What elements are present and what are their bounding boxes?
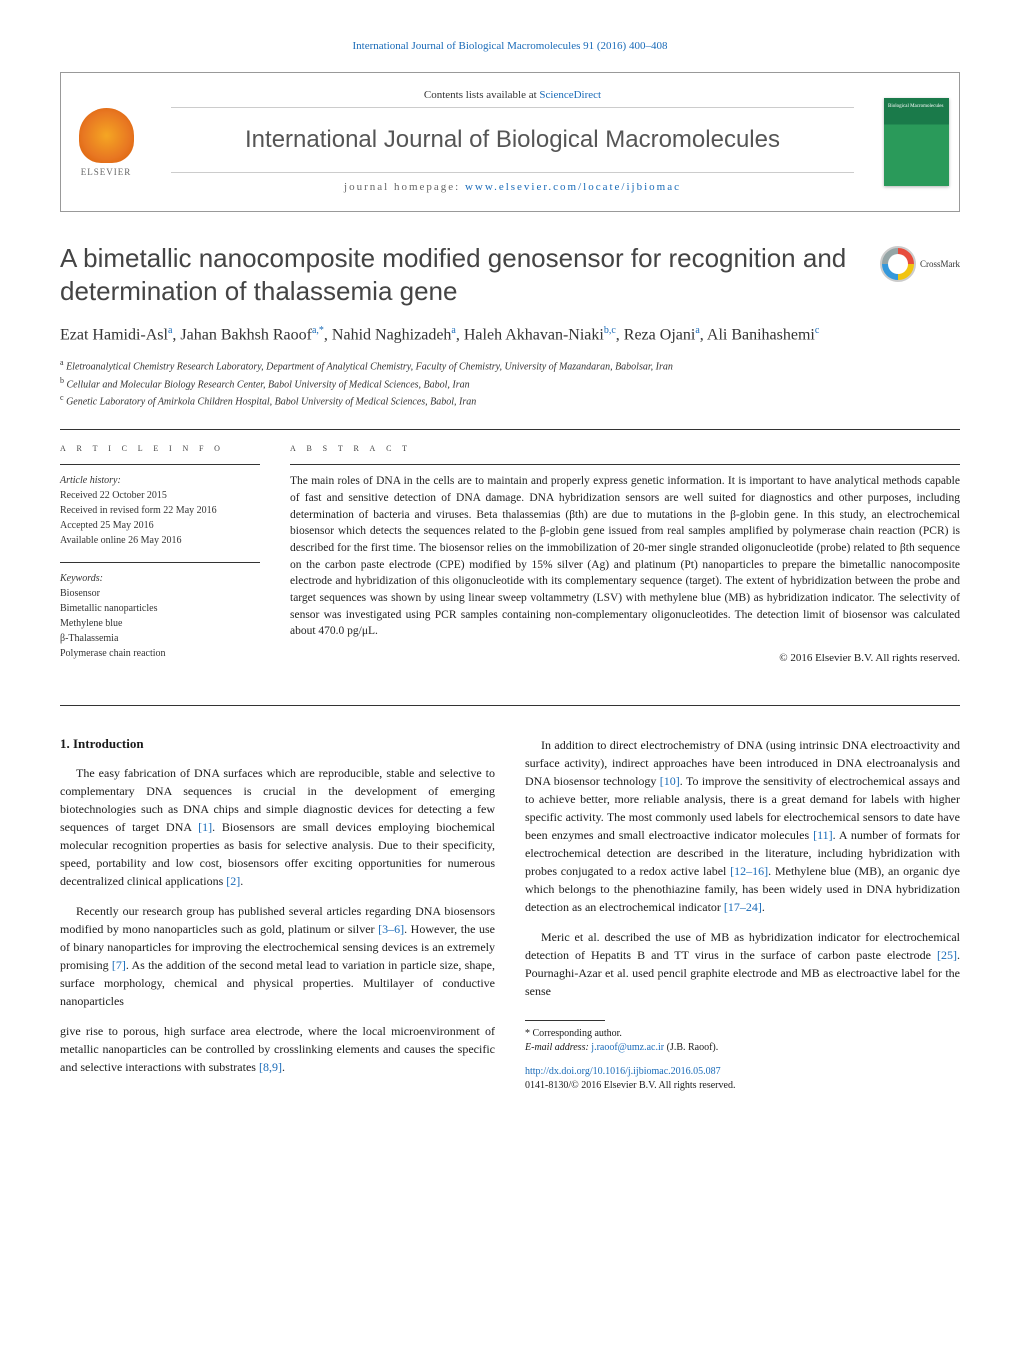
issn-copyright-line: 0141-8130/© 2016 Elsevier B.V. All right… [525, 1080, 735, 1091]
body-paragraph: In addition to direct electrochemistry o… [525, 736, 960, 916]
elsevier-logo-text: ELSEVIER [81, 167, 132, 177]
body-paragraph: Recently our research group has publishe… [60, 902, 495, 1010]
email-suffix: (J.B. Raoof). [664, 1042, 718, 1053]
sciencedirect-link[interactable]: ScienceDirect [539, 89, 601, 101]
contents-lists-line: Contents lists available at ScienceDirec… [171, 83, 854, 108]
crossmark-badge[interactable]: CrossMark [880, 246, 960, 282]
contents-prefix: Contents lists available at [424, 89, 539, 101]
homepage-prefix: journal homepage: [344, 181, 465, 193]
article-info-heading: a r t i c l e i n f o [60, 442, 260, 454]
elsevier-logo: ELSEVIER [61, 73, 151, 211]
doi-block: http://dx.doi.org/10.1016/j.ijbiomac.201… [525, 1065, 960, 1093]
abstract-copyright: © 2016 Elsevier B.V. All rights reserved… [290, 652, 960, 664]
affiliation-line: b Cellular and Molecular Biology Researc… [60, 375, 960, 392]
history-label: Article history: [60, 475, 121, 486]
keyword: Polymerase chain reaction [60, 648, 166, 659]
history-line: Accepted 25 May 2016 [60, 520, 154, 531]
doi-link[interactable]: http://dx.doi.org/10.1016/j.ijbiomac.201… [525, 1066, 721, 1077]
footnotes: * Corresponding author. E-mail address: … [525, 1027, 960, 1055]
body-paragraph: The easy fabrication of DNA surfaces whi… [60, 764, 495, 890]
keyword: Bimetallic nanoparticles [60, 603, 157, 614]
elsevier-tree-icon [79, 108, 134, 163]
divider [60, 429, 960, 430]
authors-list: Ezat Hamidi-Asla, Jahan Bakhsh Raoofa,*,… [60, 323, 960, 347]
cover-title: Biological Macromolecules [888, 104, 945, 110]
crossmark-icon [880, 246, 916, 282]
body-columns: 1. Introduction The easy fabrication of … [60, 736, 960, 1093]
affiliation-line: a Eletroanalytical Chemistry Research La… [60, 357, 960, 374]
abstract-heading: a b s t r a c t [290, 442, 960, 454]
keywords-label: Keywords: [60, 573, 103, 584]
section-heading: 1. Introduction [60, 736, 495, 752]
abstract-text: The main roles of DNA in the cells are t… [290, 473, 960, 640]
email-label: E-mail address: [525, 1042, 591, 1053]
crossmark-label: CrossMark [920, 259, 960, 269]
body-paragraph: give rise to porous, high surface area e… [60, 1022, 495, 1076]
running-header-link[interactable]: International Journal of Biological Macr… [353, 40, 668, 52]
history-line: Available online 26 May 2016 [60, 535, 181, 546]
history-line: Received in revised form 22 May 2016 [60, 505, 217, 516]
keywords-block: Keywords: Biosensor Bimetallic nanopartic… [60, 571, 260, 661]
journal-cover-thumbnail: Biological Macromolecules [874, 73, 959, 211]
corresponding-author-note: * Corresponding author. [525, 1027, 960, 1041]
journal-name: International Journal of Biological Macr… [171, 108, 854, 172]
journal-homepage-link[interactable]: www.elsevier.com/locate/ijbiomac [465, 181, 681, 193]
keyword: β-Thalassemia [60, 633, 118, 644]
article-history: Article history: Received 22 October 201… [60, 473, 260, 548]
corresponding-email-link[interactable]: j.raoof@umz.ac.ir [591, 1042, 664, 1053]
running-header: International Journal of Biological Macr… [60, 40, 960, 52]
affiliations-list: a Eletroanalytical Chemistry Research La… [60, 357, 960, 409]
history-line: Received 22 October 2015 [60, 490, 167, 501]
journal-homepage-line: journal homepage: www.elsevier.com/locat… [171, 172, 854, 201]
divider-thick [60, 705, 960, 706]
affiliation-line: c Genetic Laboratory of Amirkola Childre… [60, 392, 960, 409]
keyword: Methylene blue [60, 618, 122, 629]
footnote-separator [525, 1020, 605, 1021]
body-paragraph: Meric et al. described the use of MB as … [525, 928, 960, 1000]
article-title: A bimetallic nanocomposite modified geno… [60, 242, 960, 307]
journal-header-box: ELSEVIER Contents lists available at Sci… [60, 72, 960, 212]
keyword: Biosensor [60, 588, 100, 599]
